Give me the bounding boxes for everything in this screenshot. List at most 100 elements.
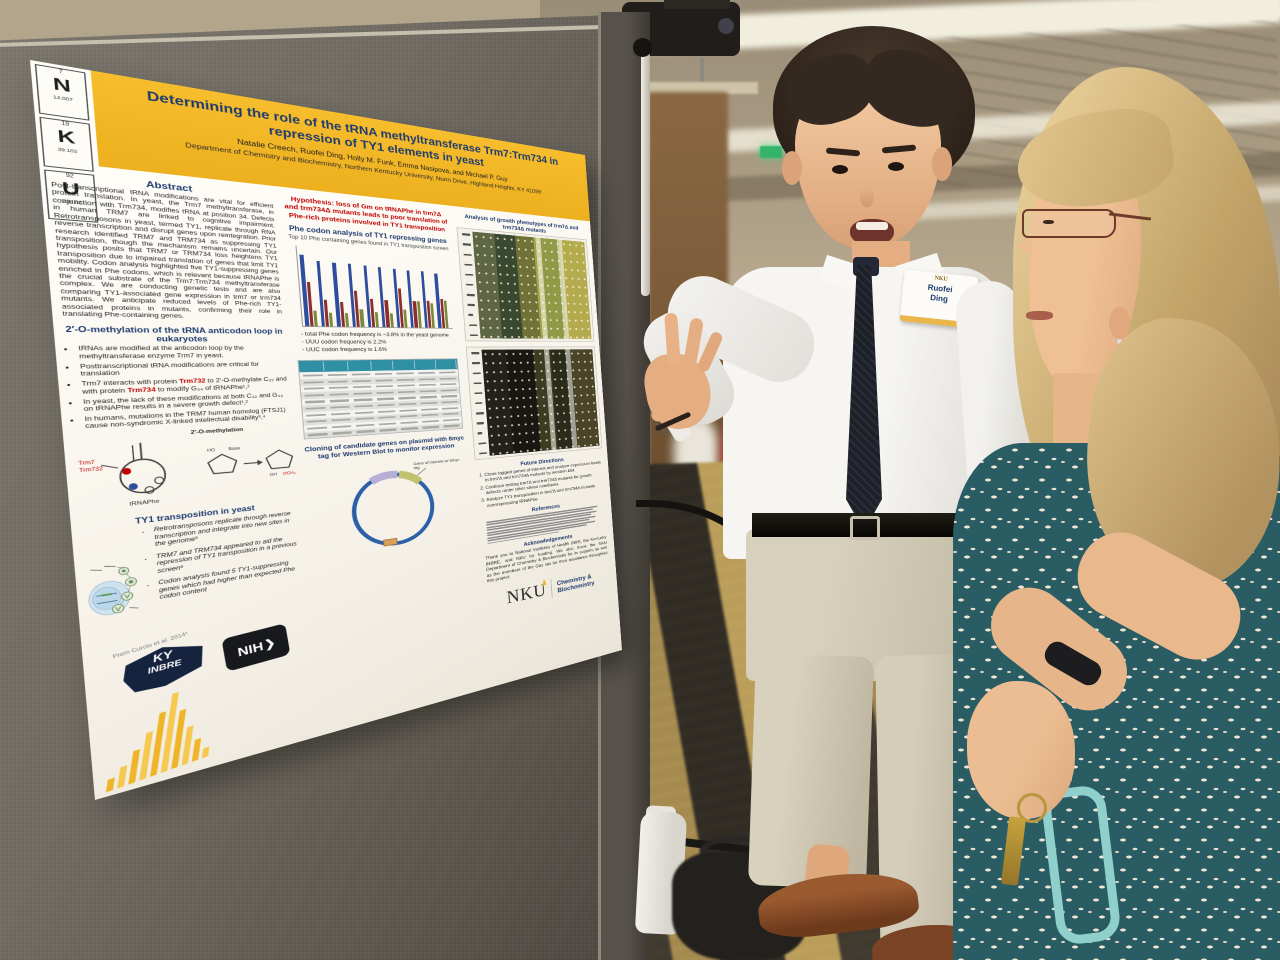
table-cell: [379, 428, 397, 432]
projector-mount: [664, 0, 730, 9]
table-cell: [418, 372, 435, 375]
text-line: [463, 253, 472, 256]
nih-logo: NIH ❯: [221, 623, 291, 673]
element-tile-n: 7 N 14.007: [34, 63, 90, 121]
text-line: [464, 273, 474, 277]
bar-green: [313, 310, 318, 327]
table-cell: [378, 422, 397, 426]
plasmid-figure: Gene of interest w/ 8myc tag: [303, 453, 474, 569]
table-cell: [422, 425, 440, 429]
och3-label: OCH₃: [283, 471, 297, 476]
bar-group: [406, 270, 422, 328]
bar-green: [344, 312, 350, 327]
bar-group: [363, 265, 380, 328]
element-tile-k: 19 K 39.102: [39, 116, 94, 172]
plasmid-map-diagram: [336, 455, 447, 559]
table-cell: [352, 379, 371, 383]
plate-reflection: [557, 239, 570, 339]
arrowhead: [257, 459, 264, 466]
table-cell: [442, 412, 459, 416]
gold-stripe: [105, 777, 115, 793]
rna-segment2: [104, 565, 116, 568]
bar-group: [316, 260, 334, 327]
trna-stem: [140, 443, 141, 460]
trna-cloverleaf-diagram: Trm7 Trm732 tRNAPhe HO Base: [78, 423, 298, 507]
nucleus: [92, 586, 122, 612]
table-cell: [353, 392, 372, 395]
gene-insert-segment: [371, 474, 398, 482]
ty1-lifecycle-diagram: [82, 528, 146, 653]
research-poster: Determining the role of the tRNA methylt…: [30, 60, 622, 800]
text-line: [461, 233, 471, 236]
anticodon-loop: [119, 458, 167, 495]
text-line: [467, 314, 474, 317]
text-line: [477, 432, 483, 435]
table-cell: [331, 412, 350, 416]
table-cell: [440, 389, 457, 392]
plasmid-backbone: [351, 471, 434, 549]
table-cell: [440, 395, 458, 398]
table-cell: [439, 371, 456, 374]
bar-group: [392, 268, 408, 328]
table-cell: [355, 423, 375, 427]
text-line: [470, 352, 480, 355]
partition-pole-knob: [633, 38, 652, 57]
table-cell: [332, 425, 352, 429]
poster-left-column: Abstract Post-transcriptional tRNA modif…: [50, 166, 317, 792]
table-cell: [354, 404, 373, 408]
table-cell: [376, 391, 394, 394]
table-cell: [440, 383, 457, 386]
table-cell: [400, 421, 418, 424]
table-header-cell: [348, 361, 372, 371]
bar-group: [434, 273, 449, 328]
myc-tag-segment: [399, 472, 420, 483]
table-cell: [305, 407, 326, 410]
phe-bar-chart: [295, 245, 453, 329]
bar-group: [347, 263, 365, 327]
table-cell: [377, 403, 395, 407]
yeast-spot-assay-light: [472, 231, 592, 340]
bar-blue: [406, 270, 415, 328]
plate-reflection: [565, 349, 578, 449]
projector-lens: [718, 18, 734, 34]
phe-chart-notes: - total Phe codon frequency is ~3.8% in …: [301, 330, 458, 354]
table-cell: [308, 433, 328, 437]
listener-mouth: [1026, 311, 1053, 320]
table-cell: [304, 394, 325, 397]
table-cell: [398, 396, 416, 400]
table-cell: [328, 380, 348, 383]
bar-green: [374, 312, 380, 328]
table-cell: [398, 390, 416, 394]
bullet: Posttranscriptional tRNA modifications a…: [80, 361, 287, 378]
table-cell: [307, 426, 328, 430]
table-cell: [420, 401, 438, 405]
ty1-bullets: Retrotransposons replicate through rever…: [143, 511, 307, 642]
reaction-arrow: [244, 462, 258, 463]
key-ring: [1017, 793, 1047, 823]
listener-eye: [1043, 220, 1054, 224]
bar-green: [359, 309, 365, 327]
table-cell: [442, 418, 459, 422]
text-line: [465, 283, 474, 287]
bar-group: [332, 262, 350, 327]
department-name: Chemistry & Biochemistry: [557, 573, 595, 595]
bar-group: [299, 254, 318, 327]
gold-stripe: [117, 765, 128, 789]
trna-label: tRNAPhe: [129, 497, 160, 507]
text-line: [475, 412, 484, 415]
table-cell: [329, 393, 349, 396]
table-cell: [400, 415, 418, 418]
table-header-cell: [371, 360, 394, 371]
dna-segment: [129, 606, 138, 609]
table-cell: [306, 413, 327, 417]
nku-wordmark: NKU: [506, 581, 547, 607]
ribose-ring-2: [266, 449, 294, 469]
text-line: [477, 441, 487, 445]
table-cell: [352, 386, 372, 389]
table-header-cell: [415, 360, 437, 370]
sprinkler-pipe: [700, 58, 704, 82]
note-line: - UUC codon frequency is 1.6%: [302, 347, 388, 354]
belt-buckle: [850, 516, 880, 540]
text-line: [463, 263, 473, 266]
arrow-line: [101, 464, 118, 469]
